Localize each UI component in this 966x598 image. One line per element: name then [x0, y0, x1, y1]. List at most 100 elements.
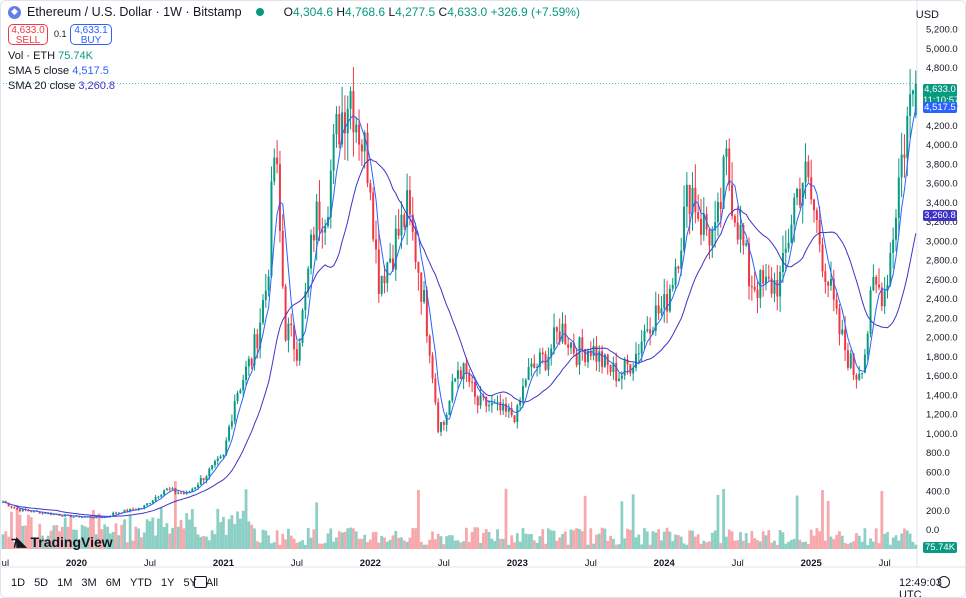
candle-body [27, 510, 30, 512]
volume-bar [433, 539, 437, 549]
volume-bar [792, 538, 796, 549]
volume-bar [580, 531, 584, 549]
candle-body [307, 268, 310, 292]
timeframe-1d[interactable]: 1D [11, 577, 26, 589]
volume-bar [284, 539, 287, 549]
buy-button[interactable]: 4,633.1 BUY [70, 24, 112, 46]
candle-body [16, 507, 19, 510]
candle-body [821, 244, 824, 272]
volume-bar [914, 544, 918, 549]
ohlc-readout: O4,304.6 H4,768.6 L4,277.5 C4,633.0 +326… [283, 5, 580, 19]
volume-bar [710, 532, 714, 549]
candle-body [239, 390, 242, 393]
candle-body [151, 500, 154, 504]
volume-bar [617, 544, 621, 549]
candle-body [30, 511, 33, 513]
volume-bar [555, 540, 559, 549]
volume-bar [168, 533, 172, 549]
volume-bar [490, 538, 494, 549]
calendar-icon[interactable] [194, 576, 207, 588]
candle-body [324, 225, 327, 233]
volume-bar [739, 532, 742, 549]
indicator-sma20[interactable]: SMA 20 close 3,260.8 [8, 80, 116, 92]
candle-body [247, 358, 250, 367]
volume-bar [544, 543, 547, 549]
volume-bar [213, 534, 217, 549]
candle-body [375, 239, 378, 250]
candle-body [558, 331, 561, 342]
candle-body [841, 329, 844, 335]
candle-body [581, 337, 584, 350]
candle-body [547, 356, 550, 370]
clock[interactable]: 12:49:03 UTC [899, 577, 942, 598]
candle-body [202, 477, 205, 481]
timeframe-all[interactable]: All [205, 577, 219, 589]
volume-bar [456, 540, 460, 549]
candle-body [180, 492, 183, 494]
indicator-volume[interactable]: Vol · ETH 75.74K [8, 50, 94, 62]
volume-bar [801, 542, 805, 549]
volume-bar [804, 541, 807, 549]
candle-body [13, 507, 16, 509]
timeframe-5y[interactable]: 5Y [183, 577, 197, 589]
volume-bar [154, 535, 157, 549]
volume-tag: 75.74K [923, 542, 957, 553]
volume-bar [662, 531, 666, 549]
candle-body [445, 415, 448, 425]
candle-body [586, 350, 589, 363]
volume-bar [7, 536, 11, 549]
candle-body [160, 494, 163, 497]
volume-bar [756, 540, 759, 549]
candle-body [174, 488, 177, 493]
indicator-sma5[interactable]: SMA 5 close 4,517.5 [8, 65, 109, 77]
candle-body [264, 290, 267, 300]
volume-bar [609, 535, 612, 549]
volume-bar [676, 535, 680, 549]
y-tick-label: 2,000.0 [926, 333, 958, 344]
volume-bar [863, 528, 867, 549]
volume-bar [880, 491, 884, 549]
volume-bar [337, 531, 341, 549]
candle-body [810, 177, 813, 200]
volume-bar [510, 535, 514, 549]
spread-value: 0.1 [54, 29, 67, 39]
candle-body [846, 350, 849, 368]
x-tick-label: 2023 [507, 558, 528, 569]
candle-body [784, 248, 787, 253]
candle-body [208, 468, 211, 477]
candle-body [637, 353, 640, 355]
volume-bar [637, 534, 641, 549]
symbol-title[interactable]: Ethereum / U.S. Dollar · 1W · Bitstamp [27, 5, 242, 19]
candle-body [253, 334, 256, 366]
volume-bar [535, 542, 539, 549]
volume-bar [357, 538, 361, 549]
volume-bar [289, 535, 293, 549]
volume-bar [849, 542, 853, 549]
volume-bar [247, 521, 251, 549]
volume-bar [623, 538, 627, 549]
candle-body [880, 287, 883, 307]
candle-body [383, 275, 386, 284]
volume-bar [15, 508, 19, 549]
volume-bar [852, 541, 855, 549]
settings-icon[interactable] [938, 576, 950, 588]
timeframe-3m[interactable]: 3M [81, 577, 97, 589]
timeframe-ytd[interactable]: YTD [129, 577, 152, 589]
currency-label[interactable]: USD [915, 9, 939, 21]
y-tick-label: 600.0 [926, 467, 950, 478]
timeframe-1m[interactable]: 1M [57, 577, 73, 589]
volume-bar [196, 534, 200, 549]
candle-body [459, 370, 462, 379]
candle-body [177, 492, 180, 494]
timeframe-1y[interactable]: 1Y [160, 577, 175, 589]
sell-button[interactable]: 4,633.0 SELL [8, 24, 48, 46]
candle-body [219, 456, 222, 459]
tradingview-logo[interactable]: ⁊◣ TradingView [11, 534, 113, 550]
candle-body [468, 373, 471, 382]
timeframe-6m[interactable]: 6M [105, 577, 121, 589]
candle-body [230, 421, 233, 427]
candle-body [759, 270, 762, 298]
timeframe-5d[interactable]: 5D [34, 577, 49, 589]
candle-body [312, 234, 315, 241]
